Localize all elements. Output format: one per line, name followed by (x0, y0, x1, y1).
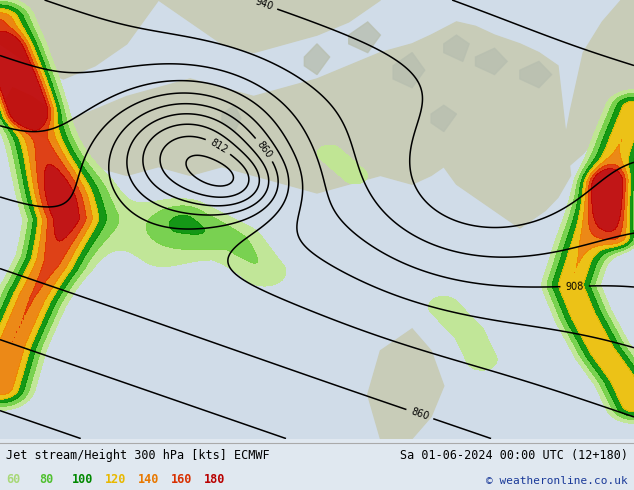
Text: 160: 160 (171, 473, 193, 486)
Polygon shape (476, 48, 507, 74)
Text: 120: 120 (105, 473, 127, 486)
Polygon shape (444, 35, 469, 61)
Polygon shape (0, 22, 571, 228)
Text: Jet stream/Height 300 hPa [kts] ECMWF: Jet stream/Height 300 hPa [kts] ECMWF (6, 449, 270, 462)
Polygon shape (520, 61, 552, 88)
Text: 80: 80 (39, 473, 53, 486)
Text: 908: 908 (566, 281, 584, 292)
Text: 812: 812 (208, 137, 229, 155)
Text: Sa 01-06-2024 00:00 UTC (12+180): Sa 01-06-2024 00:00 UTC (12+180) (399, 449, 628, 462)
Text: 860: 860 (255, 139, 274, 160)
Polygon shape (558, 0, 634, 175)
Polygon shape (368, 329, 444, 439)
Text: 100: 100 (72, 473, 94, 486)
Text: 940: 940 (254, 0, 274, 12)
Text: 180: 180 (204, 473, 226, 486)
Polygon shape (0, 0, 158, 79)
Polygon shape (349, 22, 380, 52)
Text: 140: 140 (138, 473, 160, 486)
Polygon shape (304, 44, 330, 74)
Polygon shape (431, 105, 456, 132)
Text: 60: 60 (6, 473, 20, 486)
Text: © weatheronline.co.uk: © weatheronline.co.uk (486, 476, 628, 486)
Polygon shape (158, 0, 380, 52)
Polygon shape (222, 105, 241, 132)
Text: 860: 860 (410, 406, 430, 422)
Polygon shape (393, 52, 425, 88)
